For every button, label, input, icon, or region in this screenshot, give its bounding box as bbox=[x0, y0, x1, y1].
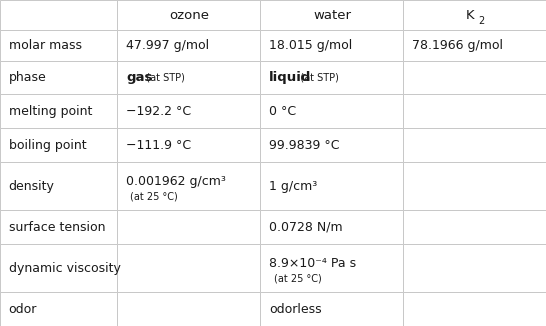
Text: surface tension: surface tension bbox=[9, 221, 105, 234]
Text: 0 °C: 0 °C bbox=[269, 105, 296, 118]
Bar bbox=[403, 162, 546, 210]
Text: 0.001962 g/cm³: 0.001962 g/cm³ bbox=[126, 175, 226, 188]
Text: phase: phase bbox=[9, 71, 46, 84]
Bar bbox=[117, 162, 260, 210]
Bar bbox=[403, 210, 546, 244]
Bar bbox=[0, 292, 117, 326]
Bar bbox=[0, 162, 117, 210]
Bar bbox=[117, 244, 260, 292]
Bar bbox=[117, 30, 260, 61]
Bar bbox=[260, 95, 403, 128]
Bar bbox=[0, 95, 117, 128]
Text: 18.015 g/mol: 18.015 g/mol bbox=[269, 39, 352, 52]
Text: 8.9×10⁻⁴ Pa s: 8.9×10⁻⁴ Pa s bbox=[269, 257, 357, 270]
Text: molar mass: molar mass bbox=[9, 39, 82, 52]
Text: (at 25 °C): (at 25 °C) bbox=[274, 274, 321, 284]
Bar bbox=[403, 292, 546, 326]
Text: −111.9 °C: −111.9 °C bbox=[126, 139, 191, 152]
Text: gas: gas bbox=[126, 71, 152, 84]
Text: melting point: melting point bbox=[9, 105, 92, 118]
Bar bbox=[0, 30, 117, 61]
Text: water: water bbox=[313, 9, 351, 22]
Bar bbox=[403, 244, 546, 292]
Text: dynamic viscosity: dynamic viscosity bbox=[9, 261, 121, 274]
Text: 78.1966 g/mol: 78.1966 g/mol bbox=[412, 39, 503, 52]
Bar bbox=[260, 210, 403, 244]
Bar bbox=[260, 162, 403, 210]
Bar bbox=[260, 128, 403, 162]
Bar bbox=[0, 61, 117, 95]
Text: 0.0728 N/m: 0.0728 N/m bbox=[269, 221, 343, 234]
Bar bbox=[117, 210, 260, 244]
Text: (at STP): (at STP) bbox=[140, 72, 185, 82]
Bar bbox=[403, 30, 546, 61]
Bar bbox=[117, 128, 260, 162]
Text: odorless: odorless bbox=[269, 303, 322, 316]
Text: ozone: ozone bbox=[169, 9, 209, 22]
Text: boiling point: boiling point bbox=[9, 139, 86, 152]
Text: 2: 2 bbox=[478, 16, 484, 26]
Text: odor: odor bbox=[9, 303, 37, 316]
Bar bbox=[0, 0, 117, 30]
Bar bbox=[403, 95, 546, 128]
Bar bbox=[117, 0, 260, 30]
Bar bbox=[260, 244, 403, 292]
Bar bbox=[117, 292, 260, 326]
Text: 99.9839 °C: 99.9839 °C bbox=[269, 139, 340, 152]
Bar bbox=[260, 292, 403, 326]
Text: density: density bbox=[9, 180, 55, 193]
Text: (at STP): (at STP) bbox=[294, 72, 339, 82]
Bar bbox=[260, 61, 403, 95]
Bar bbox=[0, 210, 117, 244]
Bar bbox=[260, 30, 403, 61]
Bar bbox=[403, 128, 546, 162]
Bar bbox=[117, 61, 260, 95]
Bar bbox=[403, 0, 546, 30]
Bar bbox=[0, 244, 117, 292]
Text: (at 25 °C): (at 25 °C) bbox=[130, 192, 178, 202]
Bar bbox=[260, 0, 403, 30]
Bar bbox=[403, 61, 546, 95]
Bar bbox=[0, 128, 117, 162]
Text: liquid: liquid bbox=[269, 71, 312, 84]
Text: −192.2 °C: −192.2 °C bbox=[126, 105, 191, 118]
Text: 1 g/cm³: 1 g/cm³ bbox=[269, 180, 317, 193]
Text: K: K bbox=[466, 9, 474, 22]
Text: 47.997 g/mol: 47.997 g/mol bbox=[126, 39, 209, 52]
Bar bbox=[117, 95, 260, 128]
